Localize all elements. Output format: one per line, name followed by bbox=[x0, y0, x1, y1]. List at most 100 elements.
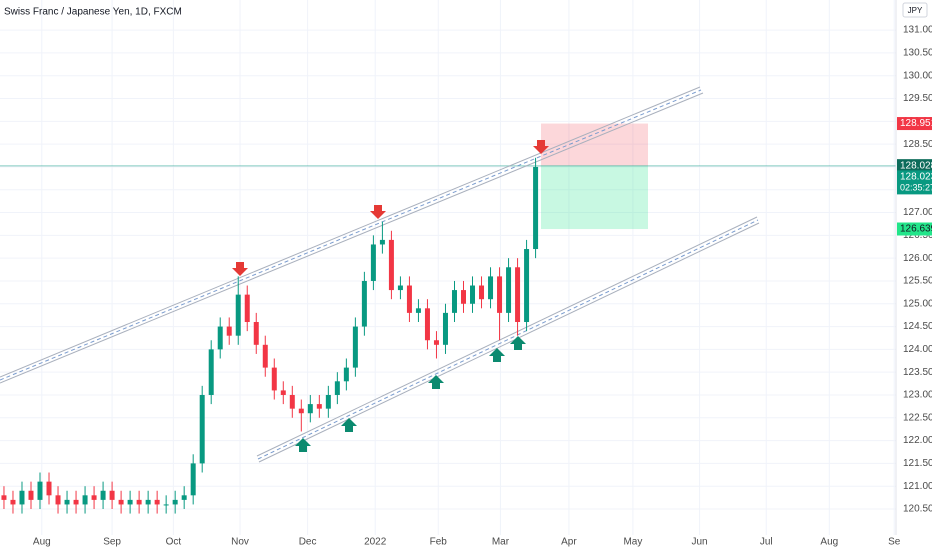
candle-body bbox=[190, 463, 196, 496]
x-tick-label: Apr bbox=[561, 537, 577, 548]
candle-body bbox=[199, 394, 205, 464]
candle-body bbox=[163, 504, 169, 506]
last-price-box bbox=[897, 170, 932, 195]
candle-body bbox=[19, 490, 25, 505]
candle-body bbox=[145, 499, 151, 505]
y-tick-label: 128.500 bbox=[903, 139, 932, 150]
stop-label: 128.951 bbox=[900, 118, 932, 129]
candles bbox=[1, 157, 539, 514]
stop-zone[interactable] bbox=[541, 123, 648, 166]
currency: JPY bbox=[908, 6, 923, 15]
x-tick-label: Jun bbox=[692, 537, 708, 548]
buy-arrows bbox=[295, 336, 526, 452]
candle-body bbox=[28, 490, 34, 500]
candle-body bbox=[64, 499, 70, 505]
candle-body bbox=[424, 308, 430, 341]
candle-body bbox=[10, 499, 16, 505]
y-tick-label: 121.500 bbox=[903, 458, 932, 469]
lower-channel-line bbox=[256, 216, 760, 463]
y-tick-label: 123.000 bbox=[903, 390, 932, 401]
candle-body bbox=[316, 404, 322, 409]
candle-body bbox=[479, 285, 485, 300]
candle-body bbox=[433, 340, 439, 345]
candle-body bbox=[379, 239, 385, 245]
candle-body bbox=[524, 249, 530, 323]
candle-body bbox=[244, 294, 250, 323]
x-tick-label: Aug bbox=[33, 537, 51, 548]
candle-body bbox=[46, 481, 52, 496]
candle-body bbox=[533, 166, 539, 250]
y-tick-label: 123.500 bbox=[903, 367, 932, 378]
x-tick-label: Feb bbox=[430, 537, 448, 548]
y-tick-label: 120.500 bbox=[903, 504, 932, 515]
y-tick-label: 124.500 bbox=[903, 321, 932, 332]
upper-channel-line bbox=[0, 86, 704, 384]
candle-body bbox=[334, 381, 340, 395]
y-tick-label: 126.000 bbox=[903, 253, 932, 264]
x-tick-label: Se bbox=[888, 537, 901, 548]
y-tick-label: 125.500 bbox=[903, 276, 932, 287]
y-tick-label: 125.000 bbox=[903, 298, 932, 309]
y-tick-label: 122.000 bbox=[903, 435, 932, 446]
y-tick-label: 131.000 bbox=[903, 25, 932, 36]
candle-body bbox=[488, 276, 494, 300]
y-tick-label: 130.500 bbox=[903, 48, 932, 59]
candle-body bbox=[361, 280, 367, 327]
candle-body bbox=[388, 239, 394, 291]
candle-body bbox=[55, 495, 61, 505]
candle-body bbox=[370, 244, 376, 281]
candle-body bbox=[343, 367, 349, 382]
candle-body bbox=[262, 344, 268, 368]
candle-body bbox=[506, 267, 512, 313]
candle-body bbox=[181, 495, 187, 500]
candle-body bbox=[307, 404, 313, 414]
candle-body bbox=[109, 490, 115, 500]
candle-body bbox=[100, 490, 106, 500]
target-label-box bbox=[897, 222, 932, 236]
x-tick-label: Sep bbox=[103, 537, 121, 548]
x-tick-label: Nov bbox=[231, 537, 249, 548]
candle-body bbox=[280, 390, 286, 395]
candle-body bbox=[118, 499, 124, 505]
entry-label: 128.028 bbox=[900, 160, 932, 171]
candle-body bbox=[442, 312, 448, 345]
axes: 120.500 121.000 121.500 122.000 122.500 123.0… bbox=[33, 25, 932, 548]
candle-body bbox=[136, 499, 142, 505]
candle-body bbox=[325, 394, 331, 409]
x-tick-label: May bbox=[623, 537, 642, 548]
y-tick-label: 129.500 bbox=[903, 93, 932, 104]
candle-body bbox=[515, 267, 521, 323]
candle-body bbox=[415, 308, 421, 313]
candle-body bbox=[37, 481, 43, 500]
currency-box[interactable] bbox=[902, 2, 928, 18]
candle-body bbox=[226, 326, 232, 336]
y-tick-label: 122.500 bbox=[903, 412, 932, 423]
x-tick-label: Mar bbox=[492, 537, 510, 548]
target-label: 126.639 bbox=[900, 224, 932, 235]
candle-body bbox=[73, 499, 79, 505]
x-tick-label: 2022 bbox=[364, 537, 387, 548]
last-price-label: 128.023 bbox=[900, 172, 932, 183]
candle-body bbox=[460, 290, 466, 304]
candle-body bbox=[235, 294, 241, 336]
candle-body bbox=[172, 499, 178, 505]
y-tick-label: 124.000 bbox=[903, 344, 932, 355]
candle-body bbox=[397, 285, 403, 291]
sell-arrows bbox=[232, 140, 549, 276]
candle-body bbox=[470, 285, 476, 304]
x-tick-label: Aug bbox=[820, 537, 838, 548]
stop-label-box bbox=[897, 117, 932, 131]
candle-body bbox=[127, 499, 133, 505]
candle-body bbox=[253, 322, 259, 345]
candle-body bbox=[208, 349, 214, 395]
candle-body bbox=[451, 290, 457, 313]
chart-title: Swiss Franc / Japanese Yen, 1D, FXCM bbox=[4, 7, 182, 18]
y-tick-label: 130.000 bbox=[903, 70, 932, 81]
x-tick-label: Dec bbox=[299, 537, 317, 548]
candle-body bbox=[217, 326, 223, 350]
candle-body bbox=[289, 394, 295, 409]
candle-body bbox=[271, 367, 277, 391]
target-zone[interactable] bbox=[541, 165, 648, 230]
